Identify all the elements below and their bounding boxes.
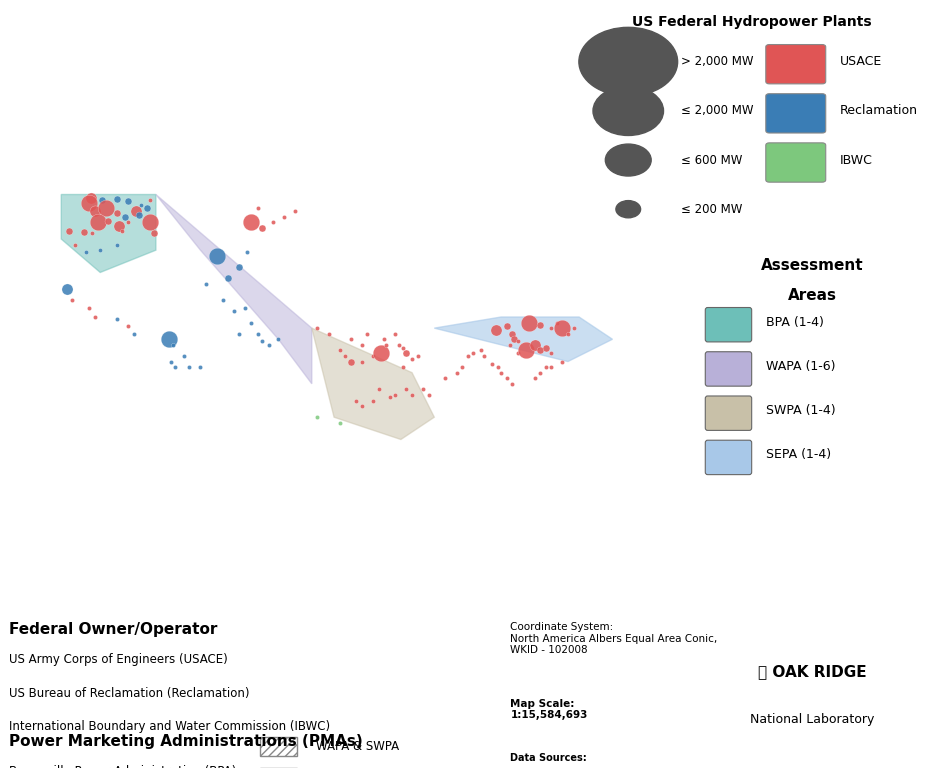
- FancyBboxPatch shape: [705, 352, 751, 386]
- FancyBboxPatch shape: [705, 440, 751, 475]
- Polygon shape: [311, 328, 434, 439]
- Text: > 2,000 MW: > 2,000 MW: [680, 55, 753, 68]
- Text: Federal Owner/Operator: Federal Owner/Operator: [9, 622, 218, 637]
- Text: US Army Corps of Engineers (USACE): US Army Corps of Engineers (USACE): [9, 653, 228, 666]
- Text: WAPA (1-6): WAPA (1-6): [765, 360, 834, 373]
- Bar: [260, 737, 297, 756]
- Text: Areas: Areas: [787, 288, 835, 303]
- Polygon shape: [156, 194, 311, 384]
- Text: International Boundary and Water Commission (IBWC): International Boundary and Water Commiss…: [9, 720, 330, 733]
- FancyBboxPatch shape: [765, 143, 825, 182]
- Text: Assessment: Assessment: [760, 258, 862, 273]
- FancyBboxPatch shape: [765, 45, 825, 84]
- Text: 🌿 OAK RIDGE: 🌿 OAK RIDGE: [756, 664, 866, 679]
- Text: USACE: USACE: [839, 55, 882, 68]
- Polygon shape: [61, 194, 156, 273]
- FancyBboxPatch shape: [765, 94, 825, 133]
- Text: BPA (1-4): BPA (1-4): [765, 316, 822, 329]
- Circle shape: [604, 144, 651, 176]
- FancyBboxPatch shape: [705, 396, 751, 430]
- Text: Bonneville Power Administration (BPA): Bonneville Power Administration (BPA): [9, 765, 236, 768]
- Text: SWPA (1-4): SWPA (1-4): [765, 404, 834, 417]
- Text: SEPA (1-4): SEPA (1-4): [765, 449, 830, 462]
- Text: ≤ 600 MW: ≤ 600 MW: [680, 154, 742, 167]
- Text: Map Scale:
1:15,584,693: Map Scale: 1:15,584,693: [510, 699, 587, 720]
- Text: Power Marketing Administrations (PMAs): Power Marketing Administrations (PMAs): [9, 734, 362, 750]
- Circle shape: [616, 200, 640, 218]
- Polygon shape: [434, 317, 612, 362]
- Circle shape: [578, 28, 677, 96]
- Text: Reclamation: Reclamation: [839, 104, 917, 118]
- Text: Data Sources:: Data Sources:: [510, 753, 587, 763]
- Text: ≤ 2,000 MW: ≤ 2,000 MW: [680, 104, 753, 118]
- Circle shape: [592, 86, 663, 135]
- FancyBboxPatch shape: [705, 307, 751, 342]
- Text: ≤ 200 MW: ≤ 200 MW: [680, 203, 742, 216]
- Text: US Federal Hydropower Plants: US Federal Hydropower Plants: [631, 15, 870, 29]
- Text: Coordinate System:
North America Albers Equal Area Conic,
WKID - 102008: Coordinate System: North America Albers …: [510, 622, 717, 655]
- Text: US Bureau of Reclamation (Reclamation): US Bureau of Reclamation (Reclamation): [9, 687, 249, 700]
- Text: National Laboratory: National Laboratory: [749, 713, 873, 726]
- Text: IBWC: IBWC: [839, 154, 871, 167]
- Text: WAPA & SWPA: WAPA & SWPA: [315, 740, 399, 753]
